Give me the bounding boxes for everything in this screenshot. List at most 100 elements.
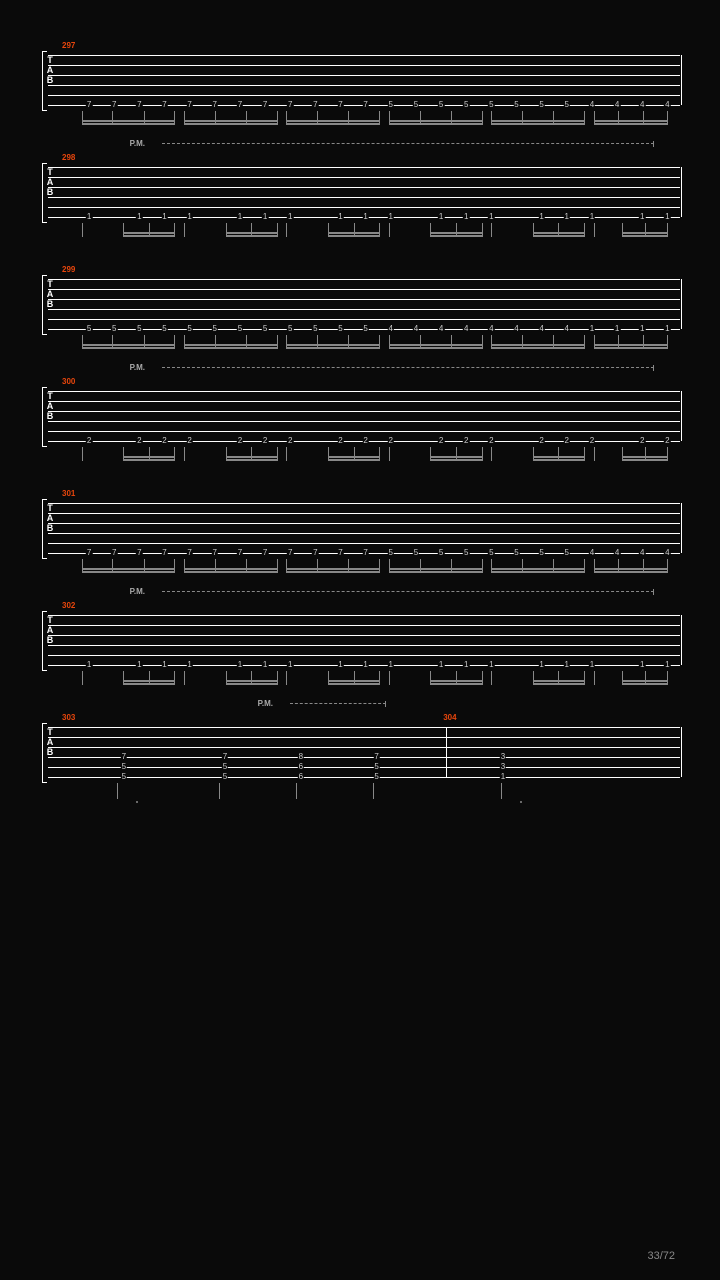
- fret-number: 1: [388, 661, 394, 669]
- string-line: [48, 625, 680, 626]
- fret-number: 4: [488, 325, 494, 333]
- note-stem: [667, 335, 668, 349]
- string-line: [48, 747, 680, 748]
- fret-number: 5: [121, 773, 127, 781]
- measure: 297TAB777777777777555555554444: [40, 55, 680, 105]
- beam: [389, 344, 482, 346]
- fret-number: 1: [639, 213, 645, 221]
- tab-label: TAB: [46, 55, 54, 85]
- measure-number: 301: [62, 489, 75, 498]
- fret-number: 4: [463, 325, 469, 333]
- fret-number: 1: [262, 213, 268, 221]
- note-stem: [373, 783, 374, 799]
- beam: [286, 568, 379, 570]
- string-line: [48, 187, 680, 188]
- fret-number: 7: [212, 101, 218, 109]
- note-stem: [584, 447, 585, 461]
- fret-number: 3: [500, 763, 506, 771]
- fret-number: 8: [298, 753, 304, 761]
- fret-number: 7: [222, 753, 228, 761]
- beam: [594, 120, 668, 122]
- beam: [226, 232, 277, 234]
- fret-number: 7: [186, 549, 192, 557]
- staff-end: [681, 391, 682, 441]
- beam: [389, 123, 482, 125]
- fret-number: 1: [86, 661, 92, 669]
- fret-number: 1: [186, 661, 192, 669]
- note-stem: [82, 671, 83, 685]
- string-line: [48, 411, 680, 412]
- fret-number: 2: [538, 437, 544, 445]
- rhythm-dot: [520, 801, 522, 803]
- fret-number: 5: [463, 101, 469, 109]
- fret-number: 5: [237, 325, 243, 333]
- fret-number: 5: [564, 549, 570, 557]
- fret-number: 7: [186, 101, 192, 109]
- string-line: [48, 503, 680, 504]
- fret-number: 2: [664, 437, 670, 445]
- beam: [533, 680, 584, 682]
- fret-number: 1: [488, 213, 494, 221]
- string-line: [48, 431, 680, 432]
- beam: [82, 123, 175, 125]
- fret-number: 5: [222, 773, 228, 781]
- beam: [226, 680, 277, 682]
- note-stem: [174, 671, 175, 685]
- fret-number: 7: [161, 549, 167, 557]
- beam: [389, 571, 482, 573]
- note-stem: [667, 559, 668, 573]
- beam: [533, 459, 584, 461]
- fret-number: 6: [298, 763, 304, 771]
- string-line: [48, 615, 680, 616]
- beam: [533, 235, 584, 237]
- fret-number: 2: [564, 437, 570, 445]
- pm-end: [385, 701, 386, 707]
- fret-number: 5: [337, 325, 343, 333]
- staff-end: [681, 727, 682, 777]
- note-stem: [667, 223, 668, 237]
- string-line: [48, 757, 680, 758]
- note-stem: [296, 783, 297, 799]
- fret-number: 7: [86, 101, 92, 109]
- string-line: [48, 207, 680, 208]
- note-stem: [277, 223, 278, 237]
- note-stem: [174, 559, 175, 573]
- fret-number: 7: [136, 101, 142, 109]
- fret-number: 1: [538, 661, 544, 669]
- note-stem: [594, 447, 595, 461]
- note-stem: [277, 559, 278, 573]
- beam: [226, 459, 277, 461]
- note-stem: [379, 111, 380, 125]
- beam: [123, 456, 174, 458]
- note-stem: [82, 447, 83, 461]
- note-stem: [482, 335, 483, 349]
- fret-number: 1: [664, 325, 670, 333]
- beam-group: [40, 783, 680, 801]
- beam-group: [40, 559, 680, 577]
- beam: [622, 232, 667, 234]
- fret-number: 1: [564, 213, 570, 221]
- string-line: [48, 655, 680, 656]
- fret-number: 1: [186, 213, 192, 221]
- fret-number: 5: [222, 763, 228, 771]
- beam: [123, 232, 174, 234]
- beam: [491, 120, 584, 122]
- string-line: [48, 533, 680, 534]
- beam: [389, 347, 482, 349]
- fret-number: 2: [337, 437, 343, 445]
- fret-number: 5: [373, 773, 379, 781]
- note-stem: [379, 447, 380, 461]
- fret-number: 1: [639, 325, 645, 333]
- beam: [622, 680, 667, 682]
- beam: [622, 459, 667, 461]
- beam-group: [40, 223, 680, 241]
- palm-mute-label: P.M.: [130, 139, 145, 148]
- fret-number: 1: [86, 213, 92, 221]
- fret-number: 2: [86, 437, 92, 445]
- fret-number: 7: [362, 101, 368, 109]
- note-stem: [667, 671, 668, 685]
- note-stem: [584, 559, 585, 573]
- note-stem: [286, 671, 287, 685]
- measure-number: 302: [62, 601, 75, 610]
- fret-number: 1: [161, 213, 167, 221]
